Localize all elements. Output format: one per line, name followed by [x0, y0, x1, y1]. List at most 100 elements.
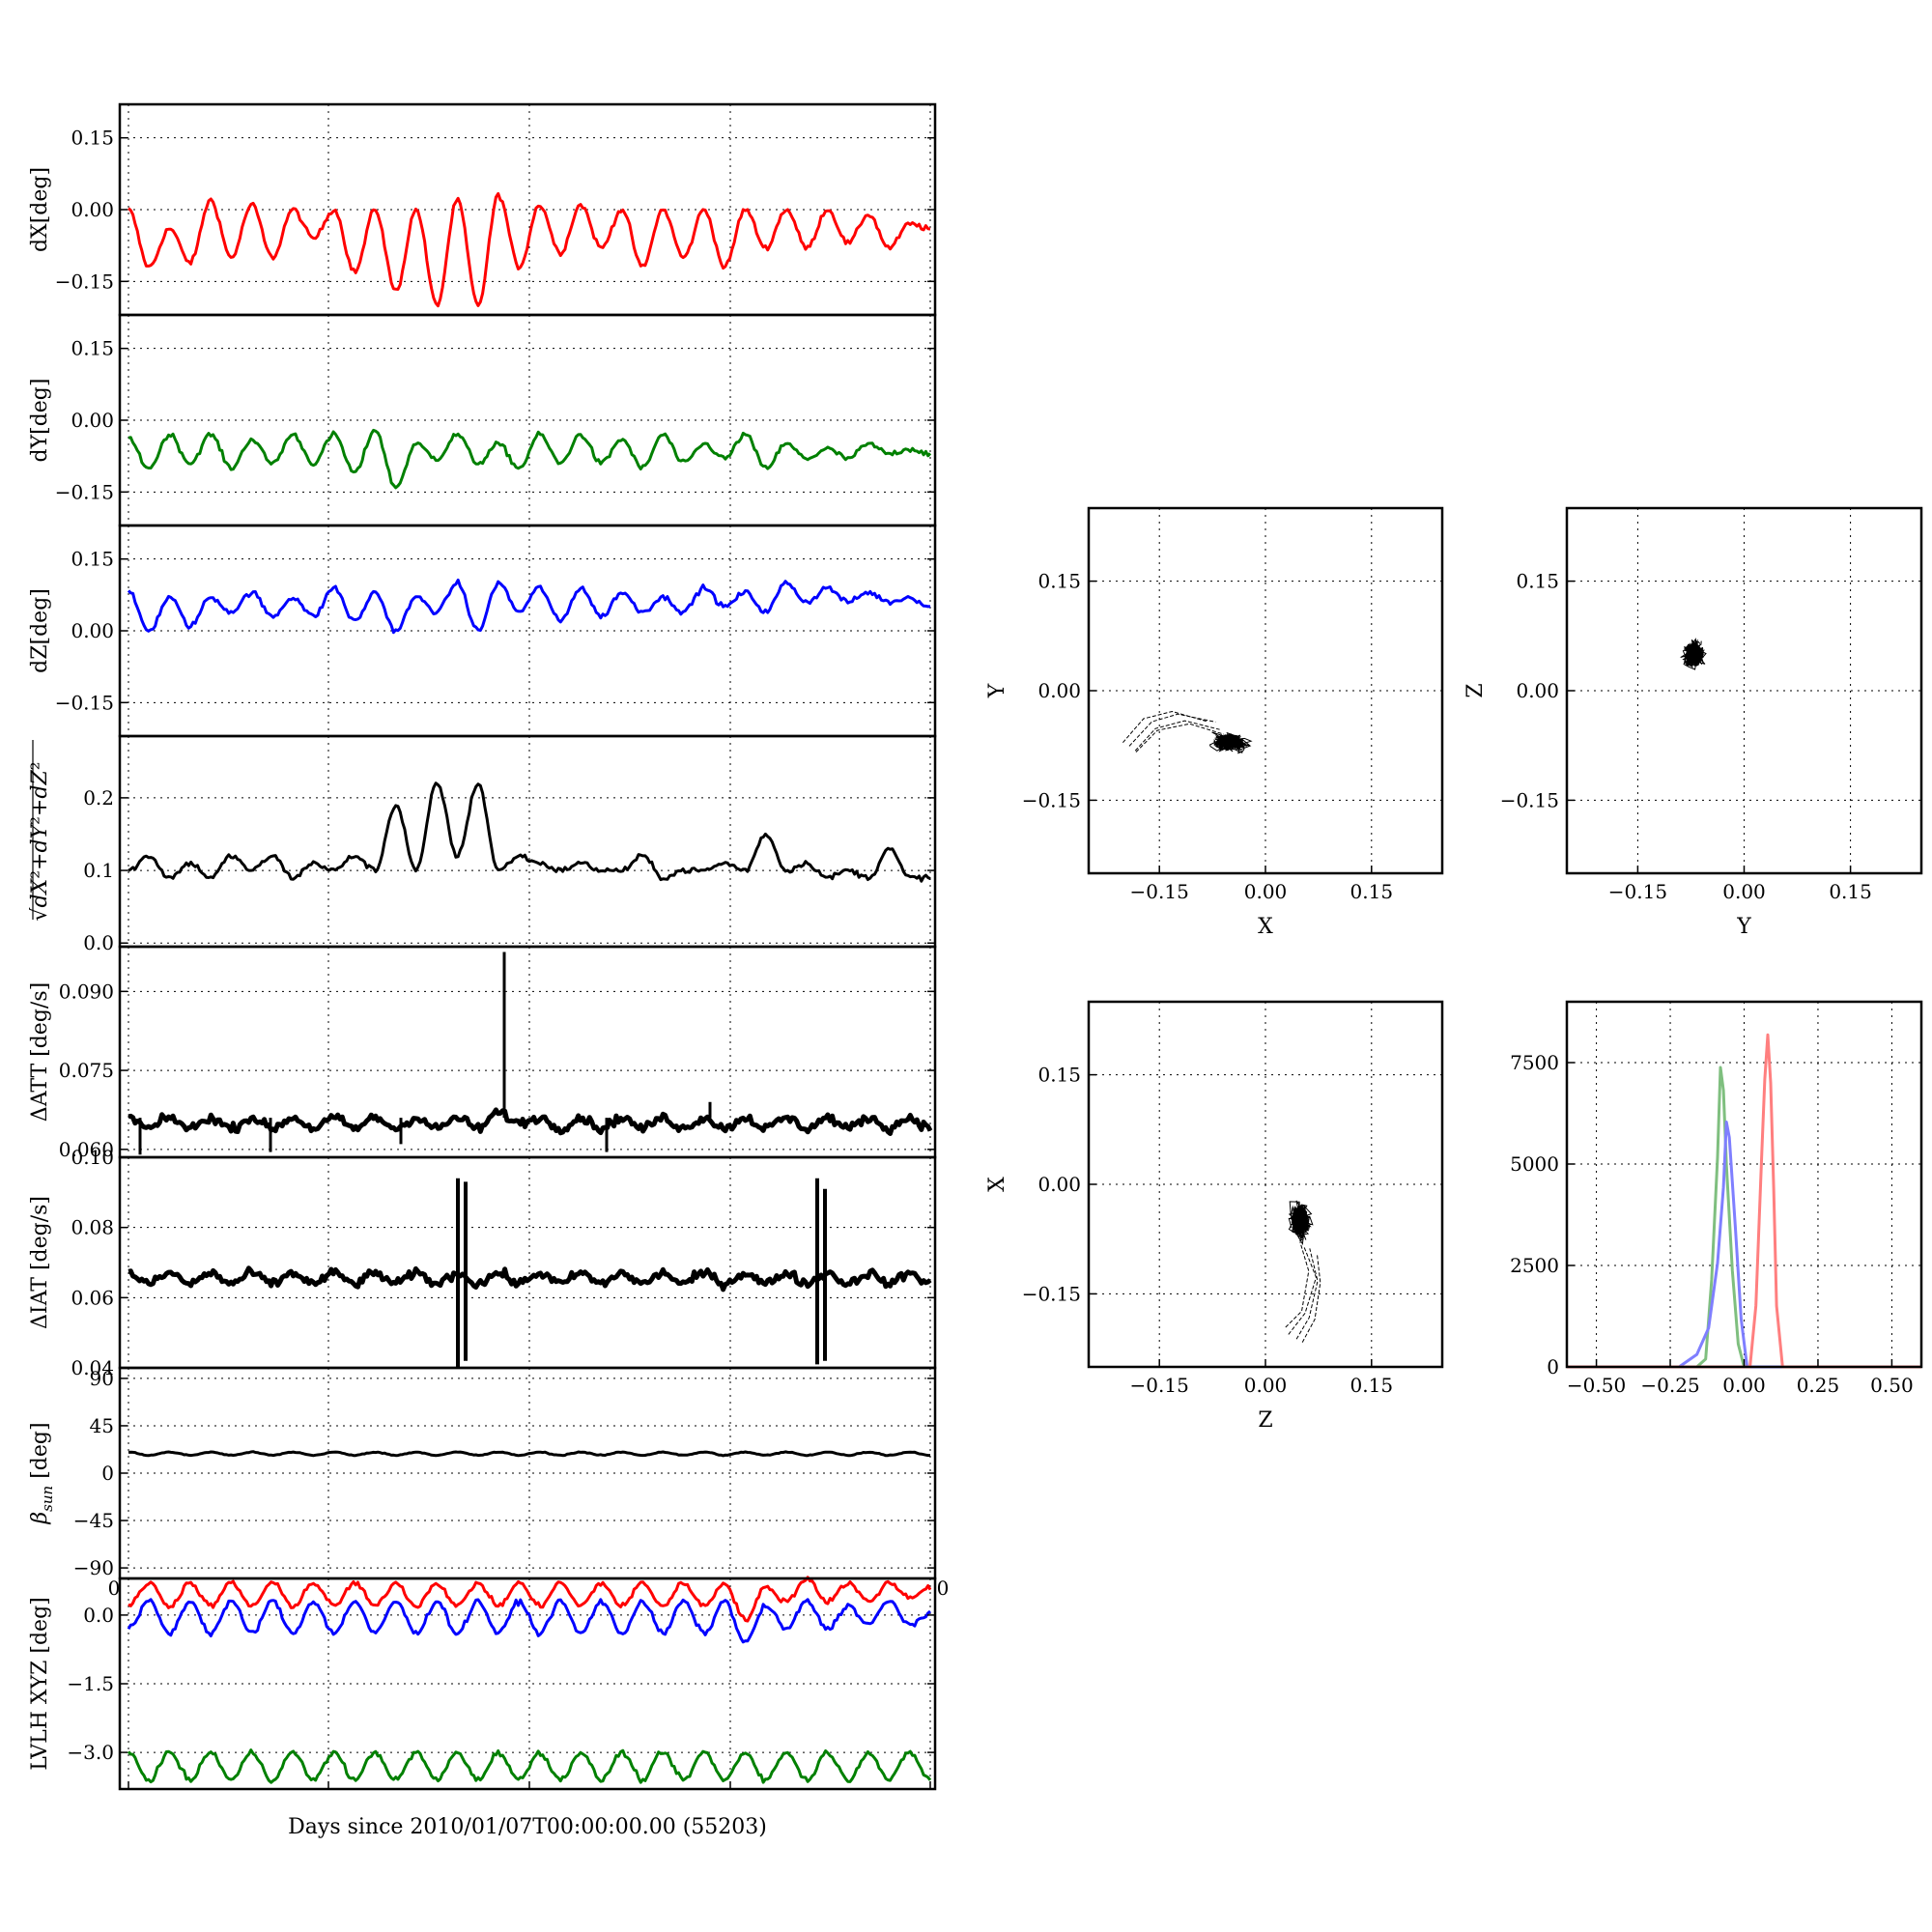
xtick-label: 0.00 — [1722, 1374, 1766, 1397]
series-line-1 — [128, 1107, 933, 1136]
xtick-label: −0.15 — [1608, 880, 1667, 903]
scatter-trail — [1285, 1241, 1310, 1328]
series-line-2 — [127, 1598, 931, 1644]
y-axis-label: ΔIAT [deg/s] — [28, 1196, 52, 1329]
scatter-points — [1680, 638, 1707, 670]
scatter-points — [1288, 1200, 1314, 1246]
ytick-label: 0.04 — [71, 1356, 114, 1379]
series-line-1 — [128, 781, 931, 883]
timeseries-panel-5: 0.090 0.075 0.060 ΔATT [deg/s] — [28, 945, 937, 1161]
xtick-label: 0.00 — [1244, 880, 1288, 903]
x-edge-label-right: 0 — [937, 1577, 950, 1600]
ytick-label: 0.08 — [71, 1216, 114, 1239]
histogram-line-2 — [1567, 1121, 1921, 1369]
xtick-label: 0.00 — [1244, 1374, 1288, 1397]
scatter-trail — [1301, 1253, 1321, 1343]
ytick-label: 0.060 — [59, 1138, 114, 1161]
ytick-label: 0.0 — [83, 1604, 114, 1627]
series-line-1 — [127, 191, 931, 308]
series-line-1 — [128, 1265, 932, 1293]
y-axis-label: βsun [deg] — [28, 1422, 56, 1524]
xtick-label: −0.25 — [1640, 1374, 1699, 1397]
y-axis-label: dX[deg] — [28, 167, 52, 252]
scatter-trail — [1135, 723, 1225, 753]
ytick-label: 0 — [1547, 1355, 1559, 1378]
xtick-label: 0.50 — [1870, 1374, 1914, 1397]
timeseries-panel-8: 0.0 −1.5 −3.0 LVLH XYZ [deg] — [28, 1576, 937, 1791]
series-line-3 — [127, 1748, 932, 1784]
timeseries-panel-7: 90 45 0 −45 −90 βsun [deg] — [28, 1366, 937, 1580]
ytick-label: 0.10 — [71, 1146, 114, 1169]
xtick-label: 0.15 — [1350, 1374, 1394, 1397]
xtick-label: 0.00 — [1722, 880, 1766, 903]
panel-frame — [118, 734, 937, 949]
ytick-label: 45 — [90, 1414, 114, 1437]
xtick-label: 0.15 — [1350, 880, 1394, 903]
timeseries-panel-4: 0.2 0.1 0.0 √dX²+dY²+dZ² — [28, 734, 937, 954]
series-line-1 — [127, 578, 931, 635]
ytick-label: 0.00 — [71, 198, 114, 221]
ytick-label: −0.15 — [1500, 788, 1559, 811]
ytick-label: −1.5 — [67, 1672, 114, 1695]
ytick-label: 0.15 — [71, 127, 114, 150]
xtick-label: −0.15 — [1130, 880, 1189, 903]
y-axis-label: X — [985, 1177, 1009, 1192]
ytick-label: 2500 — [1510, 1254, 1559, 1277]
y-axis-label: LVLH XYZ [deg] — [28, 1597, 52, 1771]
series-line-1 — [128, 1450, 930, 1458]
ytick-label: −0.15 — [55, 691, 114, 714]
ytick-label: 0 — [101, 1462, 114, 1485]
ytick-label: −45 — [73, 1509, 114, 1532]
ytick-label: −90 — [73, 1556, 114, 1579]
ytick-label: 0.15 — [71, 337, 114, 360]
ytick-label: 0.0 — [83, 931, 114, 954]
scatter-panel-YZ: −0.15 0.00 0.15 0.15 0.00 −0.15 Y Z — [1463, 506, 1923, 939]
ytick-label: −0.15 — [1022, 788, 1081, 811]
ytick-label: 0.00 — [1037, 1173, 1081, 1196]
ytick-label: 0.06 — [71, 1286, 114, 1309]
y-axis-label: dY[deg] — [28, 379, 52, 463]
ytick-label: 0.1 — [83, 859, 114, 882]
ytick-label: 0.090 — [59, 980, 114, 1003]
x-axis-label: Days since 2010/01/07T00:00:00.00 (55203… — [288, 1815, 767, 1839]
xtick-label: 0.15 — [1829, 880, 1872, 903]
x-axis-label: Y — [1736, 915, 1751, 939]
scatter-trail — [1134, 720, 1220, 752]
ytick-label: 0.00 — [1516, 679, 1559, 702]
ytick-label: −0.15 — [55, 270, 114, 293]
ytick-label: −0.15 — [55, 480, 114, 503]
histogram-line-1 — [1567, 1065, 1921, 1369]
xtick-label: 0.25 — [1797, 1374, 1840, 1397]
y-axis-label: dZ[deg] — [28, 588, 52, 673]
scatter-trail — [1122, 710, 1208, 744]
y-axis-label: √dX²+dY²+dZ² — [28, 761, 52, 921]
scatter-panel-XY: −0.15 0.00 0.15 0.15 0.00 −0.15 X Y — [985, 506, 1444, 939]
x-axis-label: Z — [1258, 1408, 1272, 1433]
ytick-label: 5000 — [1510, 1152, 1559, 1176]
ytick-label: 7500 — [1510, 1051, 1559, 1074]
ytick-label: 0.15 — [1516, 570, 1559, 593]
ytick-label: 0.15 — [71, 548, 114, 571]
x-axis-label: X — [1258, 915, 1273, 939]
ytick-label: 0.00 — [71, 409, 114, 432]
ytick-label: 0.15 — [1037, 570, 1081, 593]
y-axis-label: ΔATT [deg/s] — [28, 982, 52, 1122]
histogram-line-3 — [1567, 1033, 1921, 1369]
xtick-label: −0.50 — [1567, 1374, 1626, 1397]
series-line-1 — [128, 428, 932, 490]
panel-frame — [118, 1155, 937, 1370]
ytick-label: −0.15 — [1022, 1282, 1081, 1305]
ytick-label: 0.075 — [59, 1059, 114, 1082]
scatter-trail — [1295, 1248, 1319, 1340]
xtick-label: −0.15 — [1130, 1374, 1189, 1397]
ytick-label: −3.0 — [67, 1741, 114, 1764]
scatter-points — [1208, 731, 1253, 754]
ytick-label: 0.15 — [1037, 1064, 1081, 1087]
timeseries-panel-6: 0.10 0.08 0.06 0.04 ΔIAT [deg/s] — [28, 1146, 937, 1379]
y-axis-label: Y — [985, 683, 1009, 698]
x-edge-label-left: 0 — [108, 1577, 121, 1600]
ytick-label: 90 — [90, 1367, 114, 1390]
